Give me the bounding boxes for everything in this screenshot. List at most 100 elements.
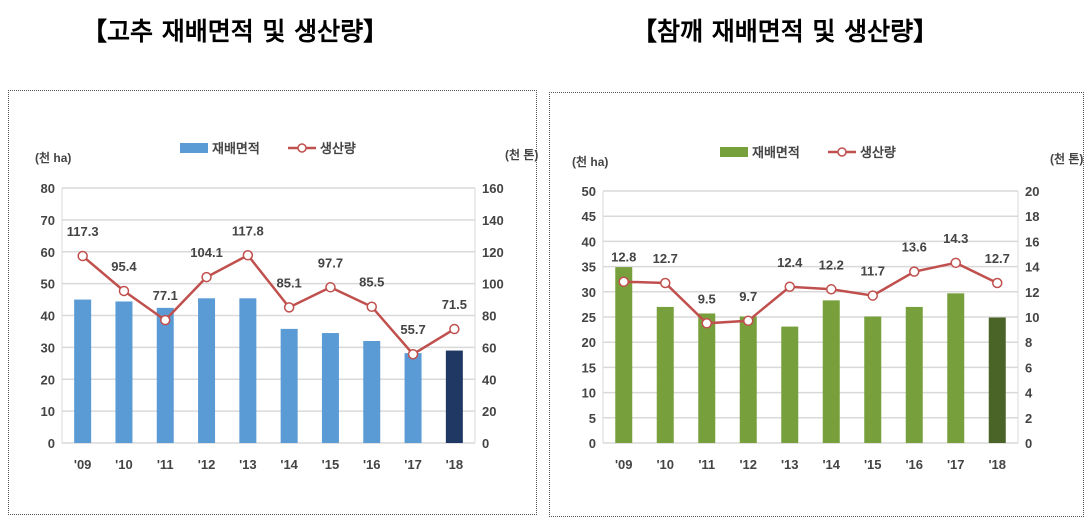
- left-tick-label: 40: [41, 309, 55, 324]
- left-tick-label: 50: [582, 184, 596, 199]
- line-marker: [867, 290, 878, 301]
- line-marker: [160, 314, 171, 326]
- right-tick-label: 140: [482, 213, 504, 228]
- right-tick-label: 40: [482, 372, 496, 387]
- x-tick-label: '09: [74, 457, 92, 472]
- x-tick-label: '17: [404, 457, 422, 472]
- bar: [656, 306, 674, 443]
- right-tick-label: 60: [482, 340, 496, 355]
- left-tick-label: 20: [41, 372, 55, 387]
- bar: [156, 307, 174, 443]
- left-tick-label: 80: [41, 181, 55, 196]
- right-axis-unit: (천 톤): [505, 147, 538, 162]
- right-tick-label: 0: [1025, 436, 1032, 451]
- bar: [74, 299, 92, 443]
- bar: [445, 350, 463, 443]
- x-tick-label: '18: [988, 457, 1006, 472]
- line-marker: [784, 281, 795, 293]
- x-tick-label: '14: [822, 457, 840, 472]
- x-tick-label: '09: [615, 457, 633, 472]
- legend-line-marker: [297, 143, 307, 153]
- line-marker: [701, 318, 712, 329]
- left-tick-label: 0: [589, 436, 596, 451]
- data-label: 12.7: [985, 251, 1010, 266]
- left-tick-label: 40: [582, 234, 596, 249]
- data-label: 85.5: [359, 275, 384, 290]
- x-tick-label: '11: [157, 457, 174, 472]
- bar: [615, 267, 633, 443]
- left-tick-label: 20: [582, 335, 596, 350]
- line-marker: [242, 250, 254, 261]
- data-label: 117.8: [232, 223, 264, 238]
- line-marker: [77, 250, 88, 262]
- right-tick-label: 80: [482, 309, 496, 324]
- x-tick-label: '12: [739, 457, 757, 472]
- right-tick-label: 120: [482, 245, 504, 260]
- chart-frame-pepper: [8, 90, 537, 515]
- left-tick-label: 25: [582, 310, 596, 325]
- right-tick-label: 160: [482, 181, 504, 196]
- line-marker: [618, 276, 629, 287]
- left-tick-label: 60: [41, 245, 55, 260]
- chart-title-pepper: 【고추 재배면적 및 생산량】: [82, 17, 389, 46]
- right-tick-label: 20: [1025, 184, 1039, 199]
- bar: [321, 333, 339, 443]
- line-series: [81, 253, 456, 356]
- line-series: [623, 261, 998, 325]
- x-tick-label: '11: [698, 457, 715, 472]
- bar: [115, 301, 133, 443]
- data-label: 14.3: [943, 231, 968, 246]
- bar: [198, 298, 216, 443]
- chart-frame-sesame: [549, 92, 1084, 517]
- data-label: 12.8: [611, 250, 636, 265]
- data-label: 12.7: [653, 251, 678, 266]
- line-marker: [407, 348, 419, 360]
- left-tick-label: 0: [48, 436, 55, 451]
- right-tick-label: 14: [1025, 260, 1040, 275]
- legend-bar-swatch: [720, 147, 748, 157]
- bar: [864, 316, 882, 443]
- right-tick-label: 10: [1025, 310, 1039, 325]
- bar: [363, 341, 381, 443]
- data-label: 71.5: [442, 297, 467, 312]
- line-marker: [826, 284, 837, 295]
- right-tick-label: 12: [1025, 285, 1039, 300]
- legend-bar-label: 재배면적: [212, 141, 260, 156]
- left-axis-unit: (천 ha): [572, 154, 608, 169]
- data-label: 12.2: [819, 257, 844, 272]
- line-marker: [449, 323, 460, 335]
- line-marker: [660, 277, 671, 289]
- right-tick-label: 8: [1025, 335, 1032, 350]
- line-marker: [118, 285, 130, 297]
- line-marker: [201, 271, 212, 283]
- line-marker: [743, 315, 754, 327]
- x-tick-label: '18: [446, 457, 464, 472]
- data-label: 104.1: [190, 245, 223, 260]
- right-tick-label: 100: [482, 277, 504, 292]
- bar: [947, 293, 965, 443]
- x-tick-label: '14: [280, 457, 298, 472]
- x-tick-label: '10: [656, 457, 674, 472]
- left-tick-label: 70: [41, 213, 55, 228]
- legend-bar-label: 재배면적: [752, 145, 800, 160]
- bar: [698, 313, 716, 443]
- x-tick-label: '12: [198, 457, 216, 472]
- right-tick-label: 6: [1025, 360, 1032, 375]
- data-label: 9.5: [698, 291, 716, 306]
- left-tick-label: 30: [582, 285, 596, 300]
- left-axis-unit: (천 ha): [35, 150, 71, 165]
- bar: [988, 317, 1006, 443]
- legend-line-label: 생산량: [320, 141, 356, 156]
- line-marker: [366, 301, 377, 312]
- line-marker: [950, 257, 961, 269]
- bar: [280, 328, 298, 443]
- x-tick-label: '16: [363, 457, 381, 472]
- legend-bar-swatch: [180, 143, 208, 153]
- x-tick-label: '15: [322, 457, 340, 472]
- data-label: 11.7: [860, 264, 885, 279]
- left-tick-label: 5: [589, 411, 596, 426]
- data-label: 55.7: [400, 322, 425, 337]
- line-marker: [909, 266, 920, 277]
- left-tick-label: 35: [582, 260, 596, 275]
